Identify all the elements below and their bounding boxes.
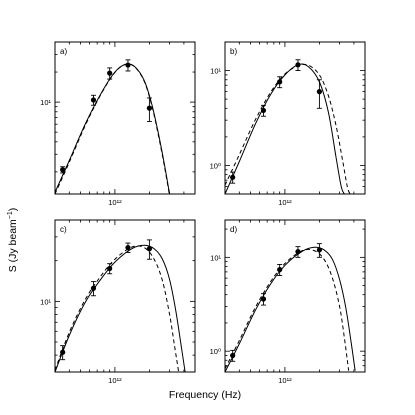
- y-tick-label: 10⁰: [210, 347, 221, 356]
- data-point: [107, 70, 113, 76]
- model-curve-dashed: [55, 245, 180, 372]
- data-point: [295, 62, 301, 68]
- y-tick-label: 10¹: [210, 253, 221, 262]
- panel-1: 10¹² 10¹ a): [40, 41, 196, 207]
- data-point: [107, 265, 113, 272]
- data-point: [90, 285, 97, 291]
- panel-2: 10¹² 10⁰ 10¹ b): [210, 41, 366, 207]
- model-curve-dashed: [225, 248, 350, 371]
- data-point: [277, 79, 283, 85]
- y-tick-label: 10⁰: [210, 161, 221, 170]
- panel-plot-area: [225, 243, 356, 372]
- model-curve-solid: [55, 244, 186, 372]
- panel-label: c): [60, 225, 67, 234]
- data-point: [90, 97, 97, 103]
- data-point: [316, 247, 323, 253]
- y-tick-label: 10¹: [40, 98, 51, 107]
- data-point: [125, 62, 131, 68]
- panel-frame: [54, 219, 196, 373]
- model-curve-dashed: [55, 63, 170, 194]
- data-point: [230, 174, 236, 180]
- panel-frame: [54, 41, 196, 195]
- x-tick-label: 10¹²: [278, 198, 292, 207]
- y-tick-label: 10¹: [210, 67, 221, 76]
- panel-frame: [224, 219, 366, 373]
- data-point: [125, 244, 131, 251]
- model-curve-dashed: [225, 63, 351, 194]
- panel-plot-area: [55, 239, 186, 372]
- panel-plot-area: [225, 59, 351, 194]
- data-point: [146, 105, 153, 111]
- x-tick-label: 10¹²: [108, 198, 122, 207]
- data-point: [146, 246, 153, 252]
- y-tick-label: 10¹: [40, 297, 51, 306]
- panel-label: b): [230, 47, 237, 56]
- panel-4: 10¹² 10⁰ 10¹ d): [210, 219, 366, 385]
- data-point: [60, 349, 66, 355]
- data-point: [60, 167, 66, 173]
- x-tick-label: 10¹²: [108, 376, 122, 385]
- panel-frame: [224, 41, 366, 195]
- panel-label: d): [230, 225, 237, 234]
- data-point: [277, 267, 283, 273]
- x-tick-label: 10¹²: [278, 376, 292, 385]
- model-curve-solid: [225, 63, 345, 194]
- data-point: [260, 296, 267, 302]
- panel-3: 10¹² 10¹ c): [40, 219, 196, 385]
- model-curve-solid: [225, 246, 356, 372]
- model-curve-solid: [55, 63, 171, 194]
- data-point: [316, 89, 323, 95]
- panel-plot-area: [55, 59, 171, 194]
- panels: 10¹²10¹a)10¹²10⁰10¹b)10¹²10¹c)10¹²10⁰10¹…: [40, 41, 366, 385]
- panel-label: a): [60, 47, 67, 56]
- data-point: [230, 352, 236, 359]
- x-axis-label: Frequency (Hz): [169, 389, 241, 401]
- y-axis-label: S (Jy beam−1): [7, 208, 19, 273]
- data-point: [260, 107, 267, 114]
- data-point: [295, 249, 301, 255]
